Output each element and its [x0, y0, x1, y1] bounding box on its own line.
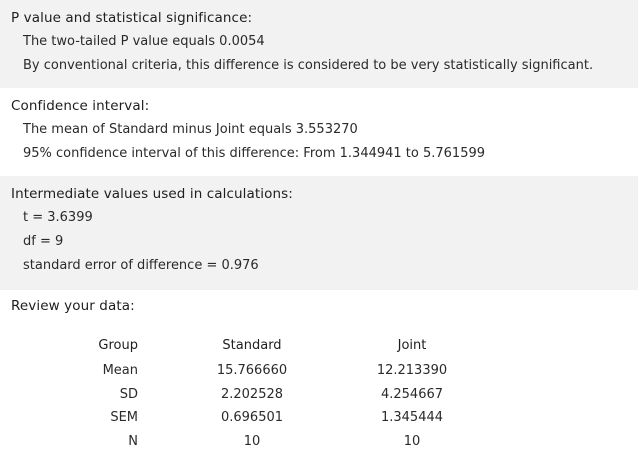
group-header: Group: [98, 338, 138, 353]
t-value-line: t = 3.6399: [23, 210, 93, 225]
confidence-interval-heading: Confidence interval:: [11, 98, 150, 114]
standard-value: 10: [243, 433, 261, 449]
joint-header: Joint: [397, 338, 427, 353]
table-row: N 10 10: [0, 430, 638, 454]
joint-value: 10: [403, 433, 421, 449]
standard-value: 2.202528: [220, 386, 284, 402]
row-label: Mean: [102, 363, 138, 378]
standard-header: Standard: [222, 338, 282, 353]
confidence-interval-section: Confidence interval: The mean of Standar…: [0, 94, 638, 166]
review-heading: Review your data:: [11, 298, 135, 314]
p-value-section: P value and statistical significance: Th…: [0, 0, 638, 88]
intermediate-values-section: Intermediate values used in calculations…: [0, 176, 638, 290]
table-row: SEM 0.696501 1.345444: [0, 406, 638, 430]
row-label: SD: [119, 386, 138, 402]
table-row: Mean 15.766660 12.213390: [0, 359, 638, 383]
review-section: Review your data:: [0, 294, 638, 318]
df-line: df = 9: [23, 234, 64, 249]
standard-value: 15.766660: [216, 363, 288, 378]
p-value-heading: P value and statistical significance:: [11, 10, 253, 26]
data-summary-table: Group Standard Joint Mean 15.766660 12.2…: [0, 334, 638, 453]
joint-value: 1.345444: [380, 410, 444, 425]
joint-value: 4.254667: [380, 386, 444, 402]
confidence-range-line: 95% confidence interval of this differen…: [23, 146, 486, 161]
row-label: SEM: [110, 410, 138, 425]
joint-value: 12.213390: [376, 363, 448, 378]
table-header-row: Group Standard Joint: [0, 334, 638, 359]
mean-difference-line: The mean of Standard minus Joint equals …: [23, 122, 358, 137]
p-value-line: The two-tailed P value equals 0.0054: [23, 34, 265, 49]
standard-value: 0.696501: [220, 410, 284, 425]
standard-error-line: standard error of difference = 0.976: [23, 258, 259, 273]
table-row: SD 2.202528 4.254667: [0, 383, 638, 407]
intermediate-values-heading: Intermediate values used in calculations…: [11, 186, 293, 202]
row-label: N: [128, 433, 138, 449]
significance-line: By conventional criteria, this differenc…: [23, 58, 594, 73]
